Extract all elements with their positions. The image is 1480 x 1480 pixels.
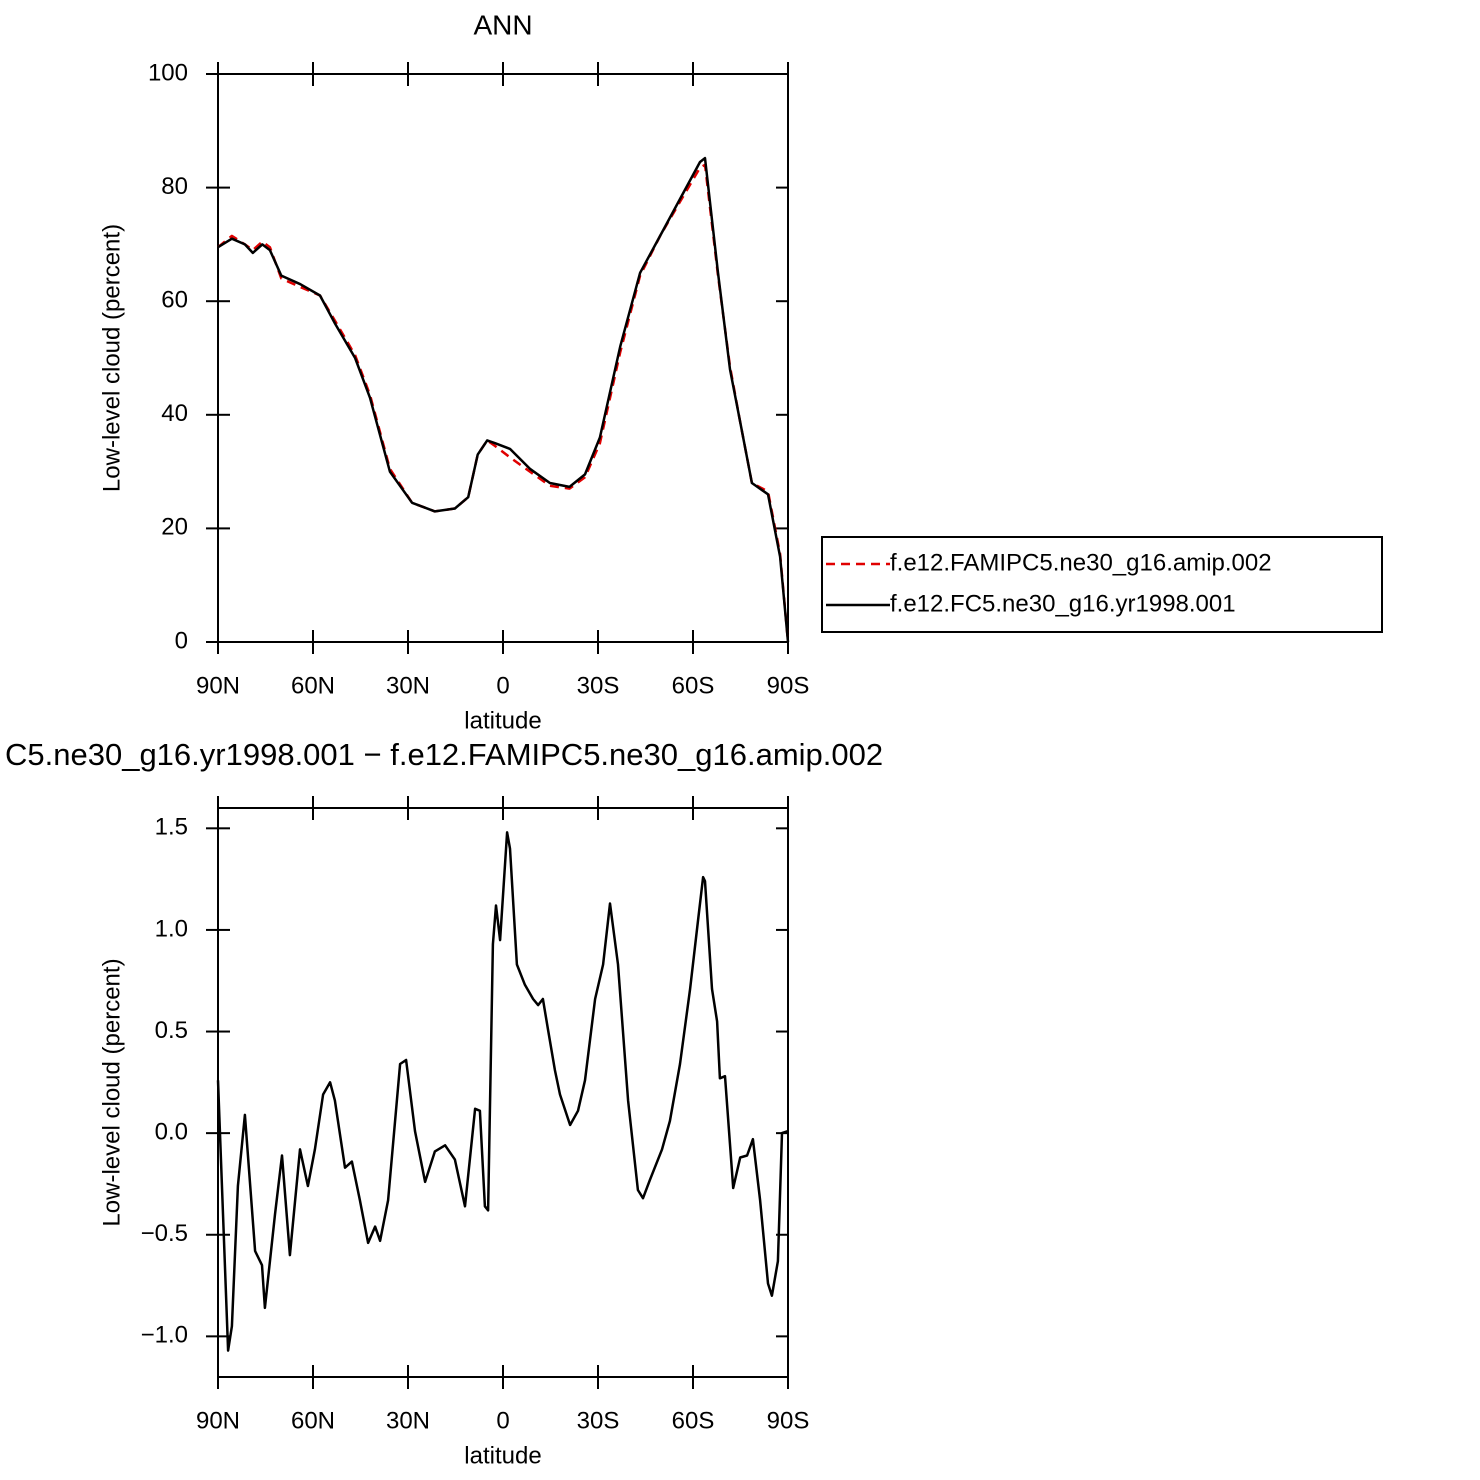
x-tick-label: 90S (767, 1407, 810, 1434)
y-tick-label: 1.5 (155, 814, 188, 841)
y-axis-label: Low-level cloud (percent) (98, 958, 125, 1226)
data-line (217, 163, 790, 643)
x-tick-label: 0 (496, 1407, 509, 1434)
x-tick-label: 90N (196, 1407, 240, 1434)
y-tick-label: 0.5 (155, 1017, 188, 1044)
y-tick-label: 100 (148, 59, 188, 86)
y-tick-label: 1.0 (155, 915, 188, 942)
x-tick-label: 30N (386, 672, 430, 699)
x-tick-label: 60N (291, 672, 335, 699)
y-tick-label: 40 (161, 400, 188, 427)
y-tick-label: −1.0 (141, 1322, 188, 1349)
x-tick-label: 30S (577, 1407, 620, 1434)
y-axis-label: Low-level cloud (percent) (98, 224, 125, 492)
y-tick-label: −0.5 (141, 1220, 188, 1247)
x-axis-label: latitude (464, 707, 541, 734)
x-tick-label: 60S (672, 1407, 715, 1434)
x-tick-label: 90N (196, 672, 240, 699)
x-tick-label: 30S (577, 672, 620, 699)
y-tick-label: 60 (161, 287, 188, 314)
y-tick-label: 80 (161, 173, 188, 200)
legend-label: f.e12.FAMIPC5.ne30_g16.amip.002 (890, 549, 1272, 576)
legend-box (821, 536, 1383, 633)
x-tick-label: 30N (386, 1407, 430, 1434)
data-line (217, 156, 790, 643)
x-axis-label: latitude (464, 1442, 541, 1469)
x-tick-label: 0 (496, 672, 509, 699)
legend-label: f.e12.FC5.ne30_g16.yr1998.001 (890, 590, 1236, 617)
x-tick-label: 60N (291, 1407, 335, 1434)
chart-title: ANN (473, 9, 532, 40)
chart-title: C5.ne30_g16.yr1998.001 − f.e12.FAMIPC5.n… (5, 737, 883, 772)
data-line (216, 831, 789, 1352)
y-tick-label: 0.0 (155, 1118, 188, 1145)
y-tick-label: 20 (161, 514, 188, 541)
y-tick-label: 0 (175, 627, 188, 654)
x-tick-label: 90S (767, 672, 810, 699)
x-tick-label: 60S (672, 672, 715, 699)
